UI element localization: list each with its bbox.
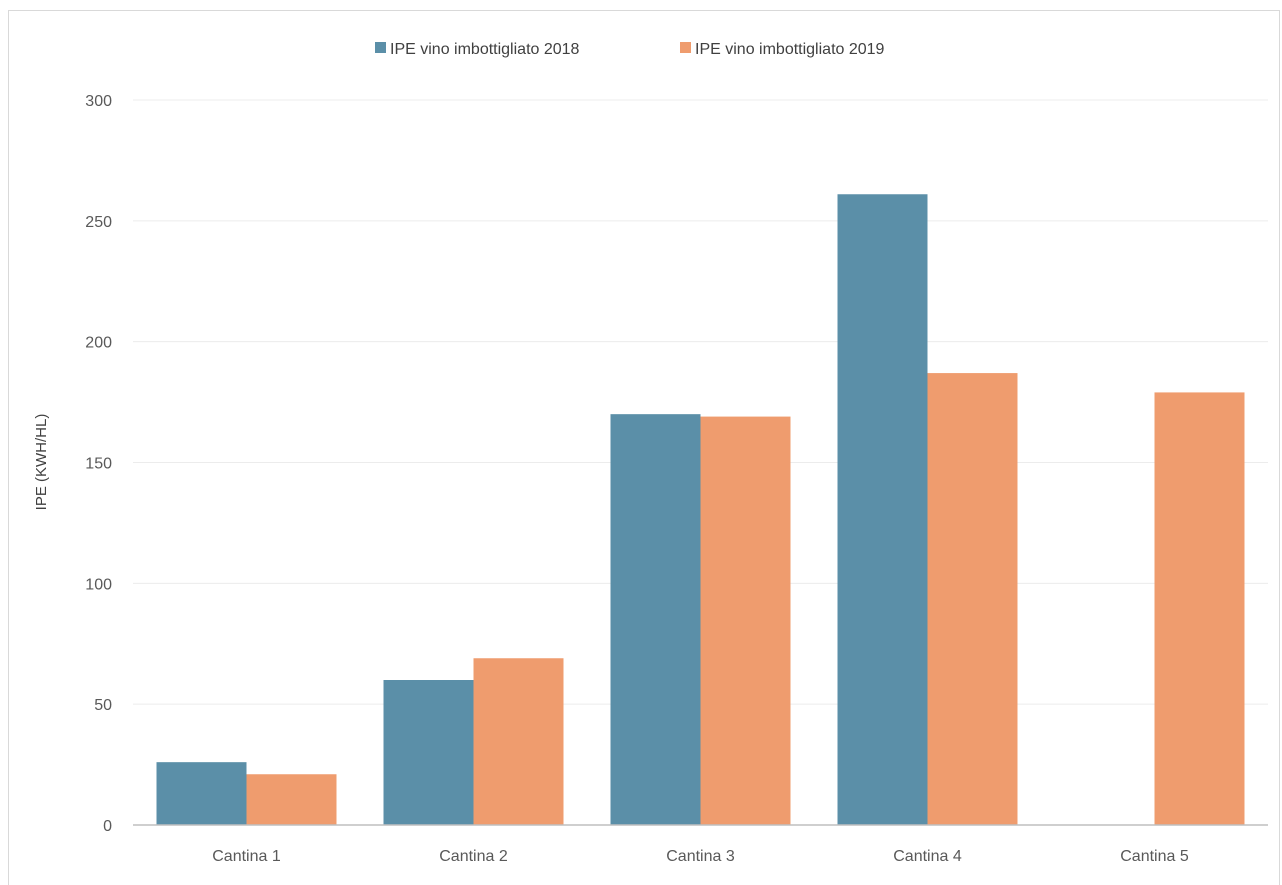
- legend-label: IPE vino imbottigliato 2018: [390, 41, 580, 58]
- x-tick-label: Cantina 5: [1120, 848, 1189, 865]
- bar-2-3: [700, 416, 791, 825]
- bar-2-4: [927, 373, 1018, 825]
- y-tick-label: 100: [85, 576, 112, 593]
- bars: [156, 194, 1245, 825]
- y-tick-labels: 0 50 100 150 200 250 300: [85, 93, 112, 835]
- bar-2-2: [473, 658, 564, 825]
- bar-1-2: [383, 680, 474, 825]
- x-tick-label: Cantina 2: [439, 848, 508, 865]
- x-tick-label: Cantina 4: [893, 848, 962, 865]
- x-tick-label: Cantina 3: [666, 848, 735, 865]
- y-tick-label: 150: [85, 456, 112, 473]
- legend: IPE vino imbottigliato 2018 IPE vino imbo…: [375, 41, 885, 58]
- bar-1-3: [610, 414, 701, 825]
- y-tick-label: 50: [94, 697, 112, 714]
- x-tick-label: Cantina 1: [212, 848, 281, 865]
- y-axis-title: IPE (KWH/HL): [33, 414, 50, 511]
- bar-2-5: [1154, 392, 1245, 825]
- y-tick-label: 250: [85, 214, 112, 231]
- x-tick-labels: Cantina 1 Cantina 2 Cantina 3 Cantina 4 Cant…: [212, 848, 1189, 865]
- y-tick-label: 0: [103, 818, 112, 835]
- bar-2-1: [246, 774, 337, 825]
- bar-1-4: [837, 194, 928, 825]
- legend-swatch: [680, 42, 691, 53]
- y-tick-label: 200: [85, 335, 112, 352]
- bar-1-1: [156, 762, 247, 825]
- legend-swatch: [375, 42, 386, 53]
- y-tick-label: 300: [85, 93, 112, 110]
- legend-label: IPE vino imbottigliato 2019: [695, 41, 885, 58]
